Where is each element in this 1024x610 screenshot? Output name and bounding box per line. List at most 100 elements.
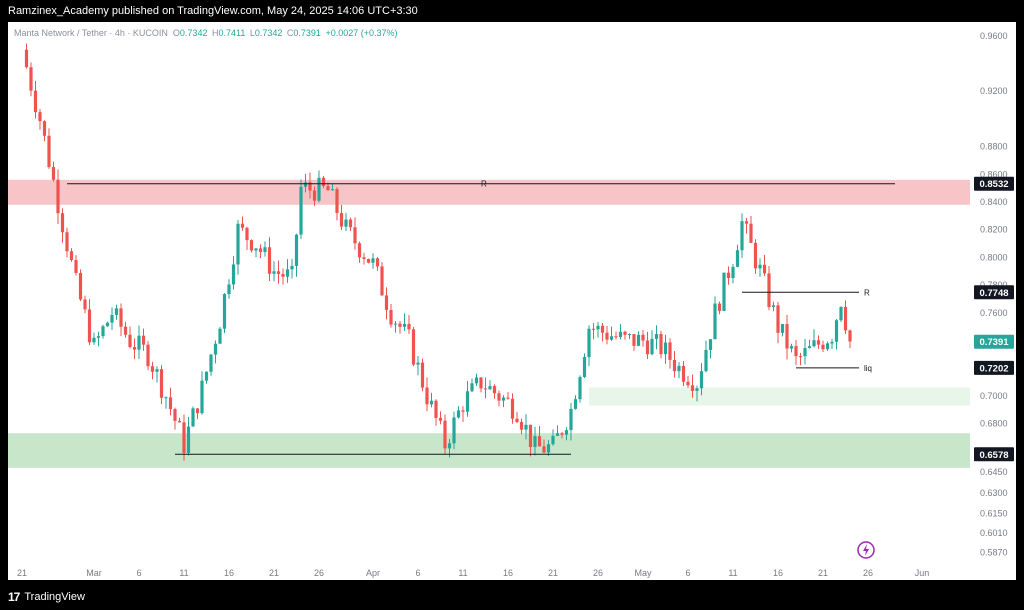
candle-body [317, 177, 321, 201]
candle-body [362, 257, 366, 259]
candle-body [429, 400, 434, 405]
candle-body [177, 420, 182, 423]
candle-body [767, 273, 771, 308]
candle-body [564, 430, 569, 435]
candle-body [812, 340, 816, 347]
candle-body [497, 393, 501, 401]
tradingview-logo-icon[interactable]: 17 [8, 589, 20, 604]
y-tick-label: 0.6010 [980, 528, 1008, 538]
candle-body [807, 346, 812, 349]
candle-body [416, 362, 420, 365]
candle-body [672, 359, 677, 372]
candle-body [785, 324, 789, 349]
candle-body [740, 221, 744, 251]
y-tick-label: 0.8600 [980, 169, 1008, 179]
candle-body [204, 371, 209, 381]
candle-body [384, 295, 389, 310]
candle-body [452, 417, 456, 444]
candle-body [794, 346, 798, 357]
candle-body [155, 369, 159, 372]
candle-body [195, 408, 200, 414]
candle-body [200, 380, 204, 414]
candle-body [47, 135, 51, 168]
candle-body [744, 221, 749, 224]
symbol-legend: Manta Network / Tether · 4h · KUCOIN O0.… [14, 28, 400, 38]
candle-body [389, 309, 393, 325]
candle-body [803, 348, 807, 357]
candle-body [393, 323, 398, 325]
candle-body [618, 331, 623, 338]
level-label: R [481, 180, 487, 189]
x-tick-label: Mar [86, 568, 102, 578]
footer-bar: 17 TradingView [0, 583, 1024, 610]
candle-body [245, 227, 249, 241]
candle-body [551, 435, 555, 445]
y-tick-label: 0.6300 [980, 488, 1008, 498]
candle-body [96, 336, 101, 338]
candle-body [402, 323, 407, 327]
candle-body [731, 266, 735, 279]
candle-body [762, 264, 767, 274]
candle-body [623, 331, 627, 335]
high-value: 0.7411 [218, 28, 246, 38]
brand-name[interactable]: TradingView [24, 590, 85, 603]
candle-body [299, 186, 303, 235]
candle-body [668, 342, 672, 360]
x-tick-label: 6 [136, 568, 141, 578]
candle-body [609, 336, 614, 340]
candle-body [308, 182, 312, 191]
price-tag [974, 447, 1014, 462]
y-tick-label: 0.6150 [980, 509, 1008, 519]
candle-body [465, 391, 470, 412]
y-tick-label: 0.8000 [980, 252, 1008, 262]
candle-body [686, 381, 690, 386]
candle-body [186, 426, 191, 453]
candle-body [483, 388, 488, 390]
candle-body [519, 422, 524, 430]
candle-body [78, 272, 83, 300]
candle-body [285, 269, 290, 277]
candle-body [830, 341, 834, 344]
x-tick-label: 26 [593, 568, 603, 578]
candle-body [33, 90, 38, 113]
open-label: O [172, 28, 180, 38]
candle-body [56, 179, 60, 214]
candle-body [546, 444, 551, 453]
candle-body [650, 338, 654, 355]
candle-body [159, 369, 164, 398]
open-value: 0.7342 [179, 28, 208, 38]
price-tag-label: 0.7748 [979, 288, 1008, 299]
candle-body [128, 334, 132, 348]
candle-body [335, 189, 339, 214]
candle-body [105, 322, 110, 327]
candle-body [501, 397, 506, 401]
level-label: liq [864, 364, 872, 373]
candle-body [627, 334, 632, 336]
candle-body [249, 240, 254, 251]
y-tick-label: 0.5870 [980, 547, 1008, 557]
candle-body [758, 264, 762, 269]
x-tick-label: 21 [548, 568, 558, 578]
candle-body [780, 324, 785, 333]
x-tick-label: Apr [366, 568, 380, 578]
candle-body [92, 337, 96, 343]
candle-body [600, 325, 605, 333]
candle-body [137, 335, 141, 350]
candle-body [704, 349, 708, 372]
candle-body [398, 323, 402, 327]
candle-body [366, 258, 371, 263]
candle-body [825, 343, 830, 350]
candle-body [240, 223, 245, 228]
candle-body [258, 248, 263, 252]
candle-body [461, 410, 465, 412]
candle-body [443, 420, 447, 449]
candle-body [420, 362, 425, 388]
candle-body [578, 377, 582, 400]
candle-body [695, 388, 699, 391]
candle-body [267, 247, 272, 274]
candle-body [101, 326, 105, 337]
candle-body [776, 305, 780, 333]
candle-body [605, 332, 609, 340]
y-tick-label: 0.8400 [980, 197, 1008, 207]
